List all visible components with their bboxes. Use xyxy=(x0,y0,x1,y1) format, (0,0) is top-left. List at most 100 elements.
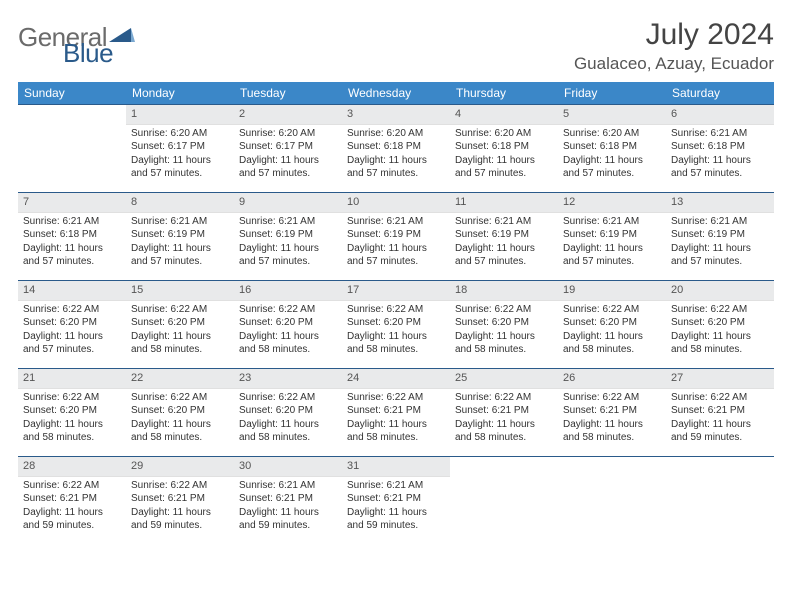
day-body: Sunrise: 6:21 AMSunset: 6:19 PMDaylight:… xyxy=(558,213,666,273)
daylight-line: Daylight: 11 hours and 57 minutes. xyxy=(563,242,661,269)
sunset-line: Sunset: 6:20 PM xyxy=(455,316,553,330)
day-body: Sunrise: 6:22 AMSunset: 6:20 PMDaylight:… xyxy=(234,389,342,449)
sunrise-line: Sunrise: 6:21 AM xyxy=(239,479,337,493)
weekday-monday: Monday xyxy=(126,82,234,105)
calendar-cell: 3Sunrise: 6:20 AMSunset: 6:18 PMDaylight… xyxy=(342,105,450,193)
day-body: Sunrise: 6:22 AMSunset: 6:20 PMDaylight:… xyxy=(450,301,558,361)
location: Gualaceo, Azuay, Ecuador xyxy=(574,54,774,74)
sunset-line: Sunset: 6:18 PM xyxy=(671,140,769,154)
daylight-line: Daylight: 11 hours and 58 minutes. xyxy=(347,330,445,357)
day-body: Sunrise: 6:20 AMSunset: 6:18 PMDaylight:… xyxy=(342,125,450,185)
calendar-cell: 7Sunrise: 6:21 AMSunset: 6:18 PMDaylight… xyxy=(18,193,126,281)
sunrise-line: Sunrise: 6:21 AM xyxy=(671,127,769,141)
calendar-cell: 1Sunrise: 6:20 AMSunset: 6:17 PMDaylight… xyxy=(126,105,234,193)
calendar-row: 14Sunrise: 6:22 AMSunset: 6:20 PMDayligh… xyxy=(18,281,774,369)
weekday-header-row: Sunday Monday Tuesday Wednesday Thursday… xyxy=(18,82,774,105)
sunrise-line: Sunrise: 6:20 AM xyxy=(455,127,553,141)
sunset-line: Sunset: 6:21 PM xyxy=(23,492,121,506)
calendar-cell: 20Sunrise: 6:22 AMSunset: 6:20 PMDayligh… xyxy=(666,281,774,369)
day-body: Sunrise: 6:22 AMSunset: 6:20 PMDaylight:… xyxy=(342,301,450,361)
day-body: Sunrise: 6:21 AMSunset: 6:21 PMDaylight:… xyxy=(342,477,450,537)
day-body: Sunrise: 6:22 AMSunset: 6:21 PMDaylight:… xyxy=(126,477,234,537)
day-body: Sunrise: 6:21 AMSunset: 6:18 PMDaylight:… xyxy=(18,213,126,273)
calendar-row: 7Sunrise: 6:21 AMSunset: 6:18 PMDaylight… xyxy=(18,193,774,281)
day-number: 5 xyxy=(558,105,666,125)
day-number: 22 xyxy=(126,369,234,389)
sunset-line: Sunset: 6:18 PM xyxy=(347,140,445,154)
day-body: Sunrise: 6:21 AMSunset: 6:19 PMDaylight:… xyxy=(126,213,234,273)
sunset-line: Sunset: 6:20 PM xyxy=(131,404,229,418)
day-body: Sunrise: 6:22 AMSunset: 6:20 PMDaylight:… xyxy=(234,301,342,361)
sunset-line: Sunset: 6:19 PM xyxy=(347,228,445,242)
calendar-cell xyxy=(450,457,558,545)
day-number: 1 xyxy=(126,105,234,125)
day-number: 12 xyxy=(558,193,666,213)
daylight-line: Daylight: 11 hours and 57 minutes. xyxy=(347,154,445,181)
sunrise-line: Sunrise: 6:22 AM xyxy=(563,303,661,317)
sunset-line: Sunset: 6:18 PM xyxy=(23,228,121,242)
day-number: 19 xyxy=(558,281,666,301)
sunrise-line: Sunrise: 6:22 AM xyxy=(131,391,229,405)
weekday-tuesday: Tuesday xyxy=(234,82,342,105)
daylight-line: Daylight: 11 hours and 58 minutes. xyxy=(239,330,337,357)
daylight-line: Daylight: 11 hours and 57 minutes. xyxy=(239,242,337,269)
calendar-row: 1Sunrise: 6:20 AMSunset: 6:17 PMDaylight… xyxy=(18,105,774,193)
day-number: 21 xyxy=(18,369,126,389)
sunrise-line: Sunrise: 6:21 AM xyxy=(347,479,445,493)
day-number: 3 xyxy=(342,105,450,125)
header: General Blue July 2024 Gualaceo, Azuay, … xyxy=(18,18,774,74)
sunrise-line: Sunrise: 6:22 AM xyxy=(239,303,337,317)
daylight-line: Daylight: 11 hours and 58 minutes. xyxy=(455,330,553,357)
day-number: 13 xyxy=(666,193,774,213)
sunrise-line: Sunrise: 6:22 AM xyxy=(23,303,121,317)
daylight-line: Daylight: 11 hours and 57 minutes. xyxy=(23,330,121,357)
day-body: Sunrise: 6:20 AMSunset: 6:18 PMDaylight:… xyxy=(558,125,666,185)
calendar-cell: 9Sunrise: 6:21 AMSunset: 6:19 PMDaylight… xyxy=(234,193,342,281)
day-number: 30 xyxy=(234,457,342,477)
sunset-line: Sunset: 6:20 PM xyxy=(131,316,229,330)
day-number: 26 xyxy=(558,369,666,389)
sunset-line: Sunset: 6:19 PM xyxy=(455,228,553,242)
day-number: 11 xyxy=(450,193,558,213)
sunset-line: Sunset: 6:21 PM xyxy=(455,404,553,418)
daylight-line: Daylight: 11 hours and 59 minutes. xyxy=(671,418,769,445)
sunset-line: Sunset: 6:19 PM xyxy=(563,228,661,242)
sunset-line: Sunset: 6:20 PM xyxy=(239,316,337,330)
day-body: Sunrise: 6:21 AMSunset: 6:18 PMDaylight:… xyxy=(666,125,774,185)
sunset-line: Sunset: 6:19 PM xyxy=(671,228,769,242)
sunrise-line: Sunrise: 6:22 AM xyxy=(23,479,121,493)
day-number: 7 xyxy=(18,193,126,213)
sunrise-line: Sunrise: 6:20 AM xyxy=(563,127,661,141)
day-body: Sunrise: 6:20 AMSunset: 6:17 PMDaylight:… xyxy=(126,125,234,185)
daylight-line: Daylight: 11 hours and 57 minutes. xyxy=(131,242,229,269)
day-number: 8 xyxy=(126,193,234,213)
sunrise-line: Sunrise: 6:20 AM xyxy=(347,127,445,141)
logo-text-blue: Blue xyxy=(63,38,113,68)
calendar-cell: 19Sunrise: 6:22 AMSunset: 6:20 PMDayligh… xyxy=(558,281,666,369)
calendar-cell: 15Sunrise: 6:22 AMSunset: 6:20 PMDayligh… xyxy=(126,281,234,369)
month-year: July 2024 xyxy=(574,18,774,52)
daylight-line: Daylight: 11 hours and 58 minutes. xyxy=(239,418,337,445)
day-number: 16 xyxy=(234,281,342,301)
sunset-line: Sunset: 6:19 PM xyxy=(239,228,337,242)
daylight-line: Daylight: 11 hours and 58 minutes. xyxy=(131,330,229,357)
sunrise-line: Sunrise: 6:22 AM xyxy=(131,303,229,317)
daylight-line: Daylight: 11 hours and 57 minutes. xyxy=(347,242,445,269)
daylight-line: Daylight: 11 hours and 59 minutes. xyxy=(23,506,121,533)
weekday-saturday: Saturday xyxy=(666,82,774,105)
day-number: 29 xyxy=(126,457,234,477)
sunrise-line: Sunrise: 6:22 AM xyxy=(671,303,769,317)
calendar-cell: 17Sunrise: 6:22 AMSunset: 6:20 PMDayligh… xyxy=(342,281,450,369)
calendar-cell: 14Sunrise: 6:22 AMSunset: 6:20 PMDayligh… xyxy=(18,281,126,369)
calendar-cell: 29Sunrise: 6:22 AMSunset: 6:21 PMDayligh… xyxy=(126,457,234,545)
day-number: 4 xyxy=(450,105,558,125)
sunset-line: Sunset: 6:19 PM xyxy=(131,228,229,242)
day-body: Sunrise: 6:22 AMSunset: 6:20 PMDaylight:… xyxy=(18,301,126,361)
day-body: Sunrise: 6:20 AMSunset: 6:18 PMDaylight:… xyxy=(450,125,558,185)
daylight-line: Daylight: 11 hours and 57 minutes. xyxy=(23,242,121,269)
calendar-cell: 22Sunrise: 6:22 AMSunset: 6:20 PMDayligh… xyxy=(126,369,234,457)
weekday-friday: Friday xyxy=(558,82,666,105)
day-number: 27 xyxy=(666,369,774,389)
sunrise-line: Sunrise: 6:21 AM xyxy=(131,215,229,229)
daylight-line: Daylight: 11 hours and 59 minutes. xyxy=(131,506,229,533)
